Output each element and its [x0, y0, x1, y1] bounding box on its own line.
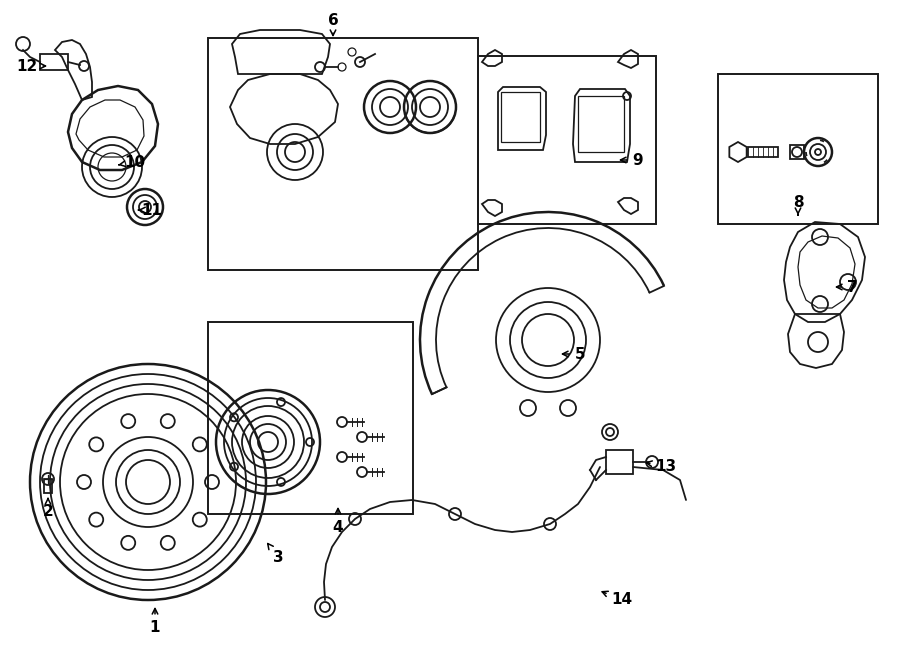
Text: 5: 5 [562, 346, 585, 361]
Bar [208, 38, 478, 270]
Text: 11: 11 [139, 203, 163, 218]
Text: 8: 8 [793, 195, 804, 215]
Text: 1: 1 [149, 608, 160, 634]
Text: 2: 2 [42, 498, 53, 520]
Text: 12: 12 [16, 58, 46, 73]
Text: 14: 14 [602, 591, 633, 608]
Text: 4: 4 [333, 508, 343, 534]
Text: 3: 3 [267, 544, 284, 565]
Bar [478, 56, 656, 224]
Bar [44, 479, 52, 493]
Text: 10: 10 [119, 154, 146, 169]
Text: 9: 9 [620, 152, 643, 167]
Text: 13: 13 [646, 459, 677, 473]
Text: 7: 7 [836, 279, 858, 295]
Bar [718, 74, 878, 224]
Bar [748, 147, 778, 157]
Text: 6: 6 [328, 13, 338, 36]
Bar [790, 145, 804, 159]
Bar [208, 322, 413, 514]
